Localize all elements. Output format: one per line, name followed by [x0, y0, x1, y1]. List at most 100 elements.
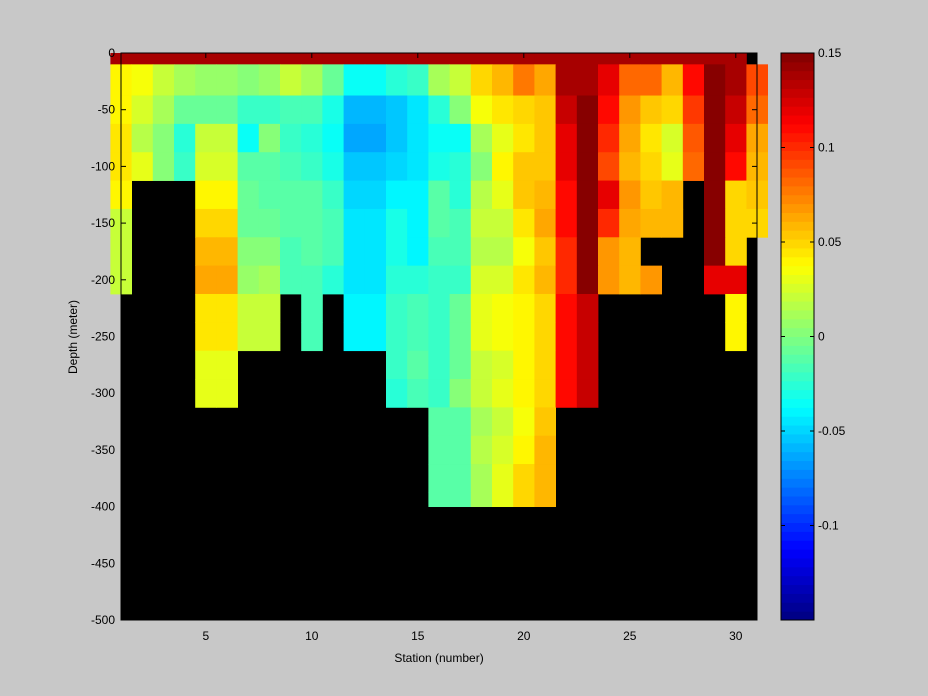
heatmap-cell	[343, 265, 366, 295]
heatmap-cell	[237, 237, 260, 267]
heatmap-cell	[322, 64, 344, 96]
heatmap-cell	[725, 53, 747, 65]
heatmap-cell	[619, 265, 641, 295]
heatmap-cell	[492, 123, 514, 153]
heatmap-cell	[492, 237, 514, 267]
heatmap-cell	[216, 379, 238, 408]
heatmap-cell	[258, 265, 281, 295]
heatmap-cell	[258, 180, 281, 210]
heatmap-cell	[258, 123, 281, 153]
x-tick-label: 20	[517, 629, 531, 643]
colorbar-swatch	[781, 540, 814, 550]
x-tick-label: 5	[202, 629, 209, 643]
colorbar-tick-label: 0.1	[818, 141, 835, 155]
heatmap-cell	[174, 95, 196, 125]
heatmap-cell	[428, 152, 450, 181]
heatmap-cell	[555, 293, 578, 323]
heatmap-cell	[513, 208, 535, 238]
heatmap-cell	[619, 53, 641, 65]
heatmap-cell	[449, 492, 472, 508]
y-tick-label: -150	[91, 216, 115, 230]
heatmap-cell	[237, 123, 260, 153]
colorbar-swatch	[781, 584, 814, 594]
heatmap-cell	[682, 95, 705, 125]
heatmap-cell	[301, 152, 323, 181]
heatmap-cell	[407, 350, 429, 380]
colorbar-swatch	[781, 380, 814, 391]
heatmap-cell	[513, 180, 535, 210]
heatmap-cell	[576, 265, 599, 295]
heatmap-cell	[449, 152, 472, 181]
heatmap-cell	[386, 123, 408, 153]
heatmap-cell	[555, 208, 578, 238]
heatmap-cell	[449, 265, 472, 295]
heatmap-cell	[386, 64, 408, 96]
heatmap-cell	[428, 265, 450, 295]
heatmap-cell	[407, 237, 429, 267]
heatmap-cell	[343, 152, 366, 181]
heatmap-cell	[640, 95, 662, 125]
colorbar-swatch	[781, 150, 814, 160]
heatmap-cell	[195, 350, 217, 380]
colorbar-swatch	[781, 177, 814, 187]
heatmap-cell	[619, 208, 641, 238]
heatmap-cell	[513, 407, 535, 437]
heatmap-cell	[704, 237, 726, 267]
heatmap-cell	[131, 64, 154, 96]
heatmap-cell	[343, 208, 366, 238]
heatmap-cell	[576, 123, 599, 153]
colorbar-tick-label: 0.05	[818, 235, 842, 249]
heatmap-cell	[237, 265, 260, 295]
heatmap-cell	[343, 180, 366, 210]
heatmap-cell	[576, 64, 599, 96]
y-axis-label: Depth (meter)	[66, 300, 80, 374]
heatmap-cell	[195, 208, 217, 238]
heatmap-cell	[237, 293, 260, 323]
heatmap-cell	[364, 152, 387, 181]
heatmap-cell	[364, 64, 387, 96]
colorbar-swatch	[781, 292, 814, 302]
heatmap-cell	[640, 152, 662, 181]
heatmap-cell	[195, 265, 217, 295]
heatmap-cell	[216, 265, 238, 295]
heatmap-cell	[470, 350, 493, 380]
heatmap-cell	[492, 64, 514, 96]
heatmap-cell	[280, 180, 302, 210]
y-tick-label: -200	[91, 273, 115, 287]
heatmap-cell	[470, 464, 493, 493]
heatmap-cell	[407, 95, 429, 125]
x-tick-label: 25	[623, 629, 637, 643]
heatmap-cell	[449, 350, 472, 380]
heatmap-cell	[704, 95, 726, 125]
heatmap-cell	[619, 237, 641, 267]
heatmap-cell	[364, 53, 387, 65]
heatmap-cell	[343, 64, 366, 96]
colorbar-swatch	[781, 575, 814, 586]
heatmap-cell	[555, 350, 578, 380]
heatmap-cell	[301, 208, 323, 238]
heatmap-cell	[576, 95, 599, 125]
heatmap-cell	[470, 492, 493, 508]
colorbar-swatch	[781, 433, 814, 444]
heatmap-cell	[386, 95, 408, 125]
heatmap-cell	[280, 123, 302, 153]
heatmap-cell	[301, 265, 323, 295]
heatmap-cell	[258, 322, 281, 352]
heatmap-cell	[322, 123, 344, 153]
heatmap-cell	[534, 350, 556, 380]
colorbar-swatch	[781, 487, 814, 497]
heatmap-cell	[661, 64, 684, 96]
heatmap-cell	[513, 53, 535, 65]
heatmap-cell	[513, 265, 535, 295]
colorbar-swatch	[781, 132, 814, 143]
heatmap-cell	[598, 265, 620, 295]
heatmap-cell	[428, 208, 450, 238]
heatmap-cell	[534, 237, 556, 267]
heatmap-cell	[534, 208, 556, 238]
heatmap-cell	[364, 293, 387, 323]
heatmap-cell	[322, 180, 344, 210]
heatmap-cell	[174, 53, 196, 65]
heatmap-cell	[492, 293, 514, 323]
y-tick-label: -500	[91, 613, 115, 627]
heatmap-cell	[492, 350, 514, 380]
